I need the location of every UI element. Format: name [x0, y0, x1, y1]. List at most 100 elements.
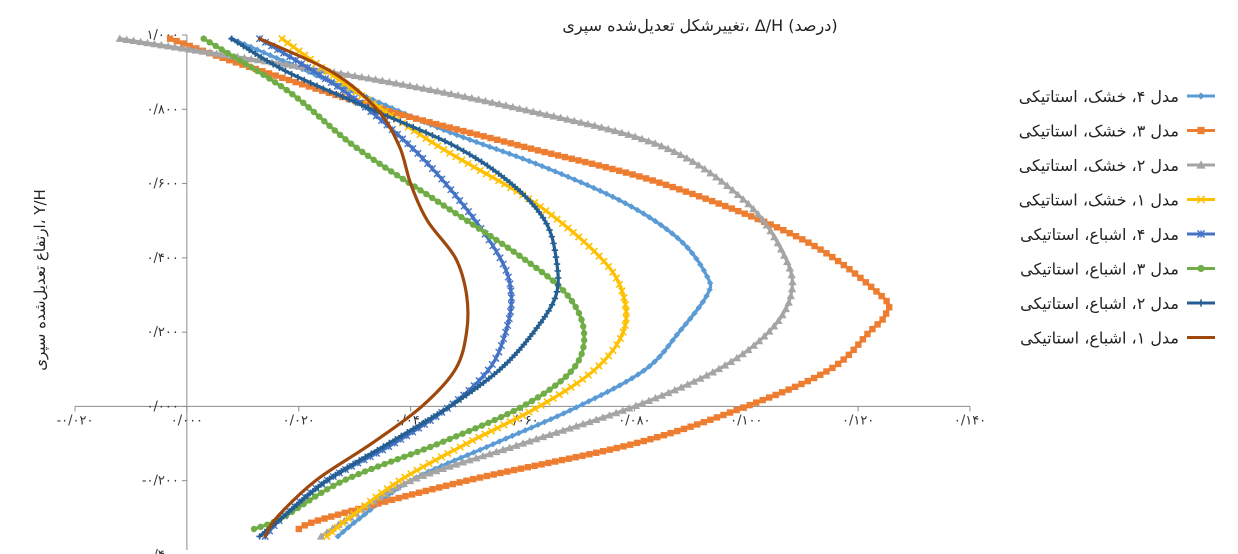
series-point [416, 126, 423, 133]
series-point [578, 375, 587, 384]
series-point [702, 371, 711, 379]
x-tick-label: ۰/۱۲۰ [842, 413, 874, 428]
series-point [200, 35, 207, 42]
series-point [310, 108, 318, 116]
series-point [516, 404, 524, 412]
series-point [501, 101, 511, 109]
series-point [399, 111, 406, 119]
series-point [277, 515, 285, 522]
series-point [476, 474, 484, 481]
series-point [326, 122, 333, 130]
series-point [575, 357, 583, 364]
series-point [529, 330, 536, 337]
series-point [521, 256, 529, 263]
series-point [507, 301, 515, 309]
series-point [492, 354, 500, 363]
series-point [584, 181, 591, 189]
series-point [597, 123, 606, 131]
series-point [259, 68, 266, 75]
series-point [549, 277, 557, 284]
y-axis-label: ارتفاع تعدیل‌شده سپری، Y/H [31, 189, 50, 371]
x-tick-label: ۰/۱۴۰ [954, 413, 986, 428]
series-point [470, 163, 478, 171]
series-point [234, 39, 241, 46]
series-point [401, 473, 409, 482]
series-point [431, 456, 440, 464]
series-point [625, 404, 634, 412]
series-point [464, 451, 471, 459]
series-point [257, 54, 265, 61]
series-point [364, 74, 373, 82]
series-point [744, 345, 753, 354]
series-point [572, 303, 579, 311]
series-point [446, 206, 453, 213]
series-point [495, 170, 502, 177]
series-point [436, 484, 443, 491]
series-point [292, 78, 299, 86]
series-point [575, 157, 582, 164]
series-point [490, 471, 497, 478]
series-point [524, 464, 532, 471]
series-point [304, 492, 311, 499]
series-point [593, 449, 600, 456]
series-point [823, 250, 830, 257]
series-point [533, 264, 540, 272]
series-point [375, 500, 382, 507]
series-point [738, 349, 747, 358]
series-point [376, 160, 383, 167]
series-point [506, 280, 514, 288]
series-3 [115, 34, 797, 540]
series-point [502, 266, 510, 275]
series-point [399, 479, 408, 488]
series-point [669, 183, 676, 191]
series-point [817, 371, 824, 379]
series-point [649, 177, 656, 184]
series-point [720, 361, 730, 369]
x-tick-label: ۰/۰۸۰ [618, 413, 650, 428]
series-point [265, 70, 273, 77]
series-point [656, 353, 663, 361]
axes: -۰/۰۲۰ ۰/۰۰۰ ۰/۰۲۰ ۰/۰۴۰ ۰/۰۶۰ ۰/۰۸۰ ۰/۱۰۰ ۰/۱۲… [56, 28, 986, 554]
series-point [240, 42, 247, 50]
series-point [336, 479, 343, 486]
legend-label: مدل ۴، خشک، استاتیکی [1019, 87, 1179, 106]
series-point [206, 39, 213, 46]
series-point [338, 467, 345, 475]
series-point [702, 195, 709, 202]
series-point [452, 152, 460, 161]
series-point [688, 249, 696, 257]
series-point [276, 64, 283, 71]
series-point [407, 451, 415, 458]
series-point [226, 56, 233, 64]
series-point [621, 321, 629, 330]
series-point [277, 82, 285, 90]
series-point [739, 404, 747, 411]
series-point [450, 446, 458, 455]
series-line [258, 37, 470, 538]
series-point [624, 130, 633, 138]
series-point [586, 451, 593, 458]
series-point [456, 196, 464, 205]
series-point [595, 162, 603, 169]
series-point [505, 443, 514, 451]
series-point [481, 430, 489, 438]
series-point [558, 426, 568, 434]
series-point [368, 502, 375, 509]
series-point [834, 360, 842, 368]
series-point [416, 421, 423, 429]
series-point [333, 90, 340, 98]
series-point [512, 152, 520, 160]
series-point [324, 486, 331, 493]
series-point [502, 435, 510, 442]
series-point [598, 413, 608, 421]
series-point [765, 327, 774, 335]
series-point [787, 270, 796, 279]
series-point [561, 153, 569, 161]
series-point [604, 388, 611, 396]
series-point [631, 401, 641, 410]
series-point [342, 136, 349, 143]
series-point [549, 112, 558, 120]
series-point [463, 391, 470, 399]
series-point [371, 75, 380, 83]
series-point [348, 473, 356, 480]
